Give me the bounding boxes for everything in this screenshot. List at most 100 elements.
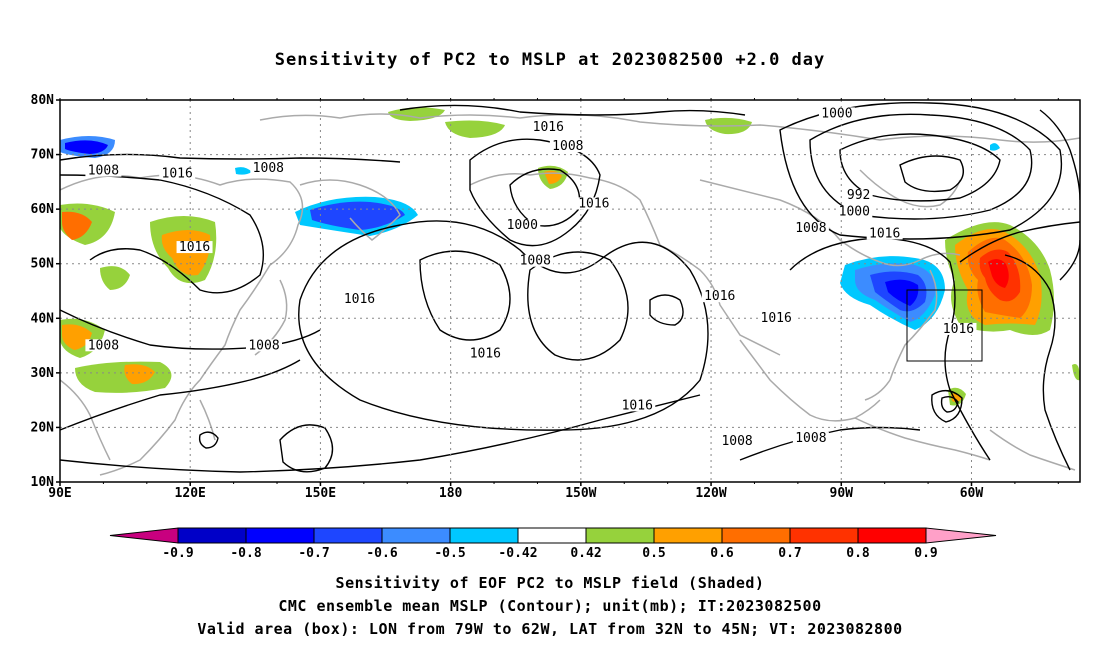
coastline-philippines — [199, 399, 216, 441]
colorbar-right-arrow — [925, 527, 997, 544]
shade-positive — [75, 361, 172, 393]
valid-area-box — [906, 289, 983, 362]
contour-label: 1008 — [795, 431, 826, 446]
colorbar-swatch — [449, 527, 519, 544]
sensitivity-shading — [60, 107, 1080, 406]
caption-contour: CMC ensemble mean MSLP (Contour); unit(m… — [278, 597, 822, 615]
colorbar-label: 0.8 — [846, 546, 870, 561]
contour-1008-south — [60, 359, 301, 431]
colorbar-swatch — [653, 527, 723, 544]
contour-label-bg — [530, 121, 567, 134]
contour-label: 1016 — [344, 292, 375, 307]
colorbar-swatch — [381, 527, 451, 544]
lat-label: 60N — [31, 202, 55, 217]
lon-label: 60W — [960, 486, 984, 501]
colorbar-label: -0.7 — [298, 546, 329, 561]
shade-negative — [310, 201, 405, 230]
chart-title: Sensitivity of PC2 to MSLP at 2023082500… — [274, 50, 826, 70]
contour-label: 1016 — [179, 240, 210, 255]
colorbar-swatch — [245, 527, 315, 544]
contour-label-bg — [250, 161, 287, 174]
colorbar-swatch — [313, 527, 383, 544]
lat-label: 70N — [31, 148, 55, 163]
colorbar-swatch — [585, 527, 655, 544]
contour-label: 1016 — [162, 166, 193, 181]
shade-positive — [988, 258, 1009, 288]
contour-small-circle — [279, 424, 334, 473]
contour-label: 1008 — [248, 338, 279, 353]
contour-1016-south — [60, 394, 701, 473]
shade-positive — [62, 324, 92, 350]
contour-label: 1016 — [943, 322, 974, 337]
contour-label: 1000 — [839, 205, 870, 220]
contour-label-bg — [341, 292, 378, 305]
contour-label-bg — [549, 140, 586, 153]
coastline-us-east — [864, 269, 938, 401]
contour-label-bg — [159, 167, 196, 180]
colorbar-label: -0.5 — [434, 546, 465, 561]
contour-label: 1016 — [470, 346, 501, 361]
contour-1016-inner — [419, 250, 511, 341]
lon-label: 120W — [695, 486, 726, 501]
contour-label-bg — [719, 434, 756, 447]
coastline-south-america — [989, 429, 1076, 471]
coastline-hudson — [859, 169, 961, 208]
contour-label-bg — [467, 347, 504, 360]
contour-label-bg — [758, 312, 795, 325]
coastline-kamchatka — [299, 179, 401, 241]
colorbar-swatch — [857, 527, 927, 544]
colorbar-swatch — [789, 527, 859, 544]
lon-label: 90W — [830, 486, 854, 501]
contour-label: 1008 — [552, 139, 583, 154]
shade-positive — [124, 364, 155, 385]
shade-positive — [445, 120, 505, 138]
contour-1008-se — [739, 426, 921, 461]
shade-negative — [235, 167, 252, 175]
contour-label-bg — [246, 339, 282, 352]
colorbar-swatch — [517, 527, 587, 544]
contour-label: 1000 — [821, 106, 852, 121]
contour-1016-east — [959, 221, 1080, 263]
lon-label: 150W — [565, 486, 596, 501]
grid-lines — [60, 100, 1080, 482]
contour-label: 1016 — [622, 398, 653, 413]
contour-label: 1008 — [520, 254, 551, 269]
coastline-indochina — [60, 379, 111, 461]
colorbar-swatch — [177, 527, 247, 544]
colorbar-label: 0.7 — [778, 546, 801, 561]
contour-label-bg — [517, 254, 554, 267]
contour-small-circle-2 — [198, 431, 219, 449]
lon-label: 180 — [439, 486, 463, 501]
coastline-arctic — [259, 113, 1080, 143]
contour-1008-asia — [60, 309, 321, 350]
shade-positive — [1072, 364, 1080, 381]
contour-label-bg — [701, 290, 738, 303]
lon-label: 150E — [305, 486, 336, 501]
lat-label: 80N — [31, 93, 55, 108]
shade-positive — [62, 211, 92, 240]
contour-label-bg — [844, 189, 873, 202]
contour-label: 1000 — [507, 218, 538, 233]
contour-1016-arc — [399, 104, 746, 116]
contour-label: 1008 — [795, 221, 826, 236]
shade-negative — [65, 140, 108, 154]
contour-label: 1016 — [761, 311, 792, 326]
contour-label-bg — [575, 197, 612, 210]
contour-label-bg — [85, 164, 122, 177]
shade-negative — [885, 279, 919, 306]
contour-1016-top-right — [1039, 109, 1080, 201]
contour-label-bg — [866, 227, 903, 240]
colorbar-label: -0.9 — [162, 546, 193, 561]
contour-1008-west — [60, 153, 401, 163]
lat-label: 10N — [31, 475, 55, 490]
lat-label: 50N — [31, 257, 55, 272]
contour-label: 1008 — [88, 164, 119, 179]
contour-label: 1016 — [533, 120, 564, 135]
colorbar-label: 0.9 — [914, 546, 937, 561]
colorbar-swatch — [721, 527, 791, 544]
contour-label-bg — [504, 219, 541, 232]
contour-1016-inner3 — [649, 294, 684, 326]
contour-label-bg — [792, 221, 829, 234]
colorbar-label: -0.42 — [498, 546, 537, 561]
